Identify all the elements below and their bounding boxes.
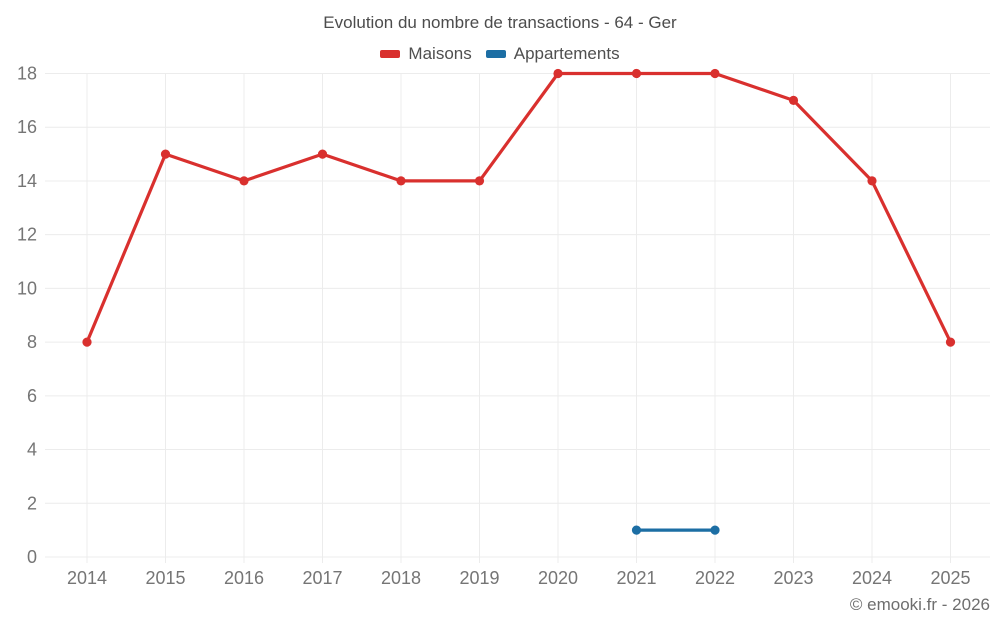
chart-title: Evolution du nombre de transactions - 64… xyxy=(323,13,677,32)
x-axis-label: 2020 xyxy=(538,568,578,588)
y-axis-label: 16 xyxy=(17,117,37,137)
y-axis-label: 6 xyxy=(27,386,37,406)
x-axis-label: 2014 xyxy=(67,568,107,588)
maisons-point-2017[interactable] xyxy=(317,149,328,159)
maisons-point-2023[interactable] xyxy=(788,95,799,105)
y-axis-label: 12 xyxy=(17,225,37,245)
x-axis-label: 2023 xyxy=(773,568,813,588)
y-axis-label: 8 xyxy=(27,332,37,352)
appartements-point-2022[interactable] xyxy=(710,525,720,535)
y-axis-label: 10 xyxy=(17,278,37,298)
maisons-point-2016[interactable] xyxy=(239,176,249,186)
maisons-point-2025[interactable] xyxy=(945,337,956,347)
x-axis-label: 2025 xyxy=(930,568,970,588)
x-axis-label: 2016 xyxy=(224,568,264,588)
y-axis-label: 2 xyxy=(27,493,37,513)
x-axis-label: 2024 xyxy=(852,568,892,588)
legend-label-maisons: Maisons xyxy=(408,44,472,63)
legend-label-appartements: Appartements xyxy=(513,44,620,63)
legend-item-appartements[interactable]: Appartements xyxy=(485,44,620,64)
y-axis-label: 4 xyxy=(27,440,37,460)
x-axis-label: 2015 xyxy=(145,568,185,588)
chart-legend: Maisons Appartements xyxy=(0,44,1000,64)
maisons-point-2021[interactable] xyxy=(631,68,642,79)
y-axis-label: 18 xyxy=(17,64,37,84)
legend-item-maisons[interactable]: Maisons xyxy=(380,44,472,64)
x-axis-label: 2018 xyxy=(381,568,421,588)
maisons-point-2014[interactable] xyxy=(82,337,92,347)
copyright-text: © emooki.fr - 2026 xyxy=(849,595,990,614)
maisons-line xyxy=(85,71,953,344)
maisons-series-swatch-icon xyxy=(380,50,401,58)
y-axis-label: 14 xyxy=(17,171,37,191)
maisons-point-2015[interactable] xyxy=(160,149,171,159)
maisons-point-2022[interactable] xyxy=(710,68,720,79)
maisons-point-2018[interactable] xyxy=(396,176,406,186)
x-axis-label: 2022 xyxy=(695,568,735,588)
appartements-point-2021[interactable] xyxy=(631,525,642,535)
appartements-series-swatch-icon xyxy=(485,50,506,58)
x-axis-label: 2019 xyxy=(459,568,499,588)
maisons-point-2024[interactable] xyxy=(867,176,877,186)
y-axis-label: 0 xyxy=(27,547,37,567)
maisons-point-2019[interactable] xyxy=(474,176,485,186)
maisons-point-2020[interactable] xyxy=(553,68,563,79)
x-axis-label: 2017 xyxy=(302,568,342,588)
x-axis-label: 2021 xyxy=(616,568,656,588)
